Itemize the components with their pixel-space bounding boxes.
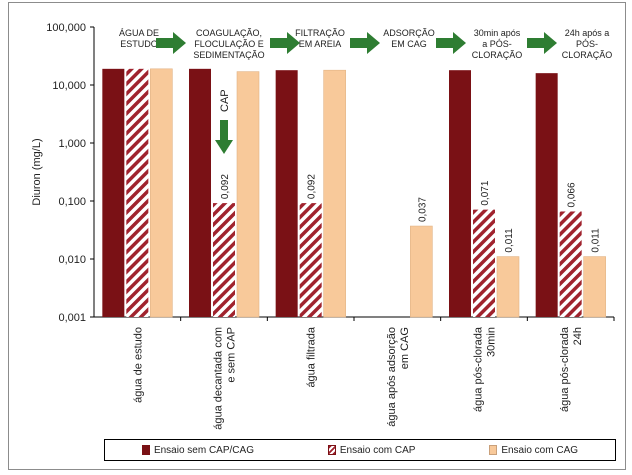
cap-annotation: CAP (215, 89, 233, 154)
data-label: 0,092 (307, 174, 318, 199)
legend-label: Ensaio com CAG (501, 444, 579, 456)
chart-frame (8, 2, 626, 470)
cap-label: CAP (219, 89, 231, 112)
legend-item: Ensaio com CAP (327, 444, 416, 456)
process-stage-line: CLORAÇÃO (472, 50, 523, 60)
legend-swatch (489, 445, 498, 455)
y-tick-label: 10,000 (52, 80, 86, 92)
x-category-line: água pós-clorada (559, 326, 571, 412)
x-category-label: água pós-clorada 24h (559, 326, 584, 412)
process-stage-line: FILTRAÇÃO (295, 28, 345, 38)
data-label: 0,092 (220, 174, 231, 199)
process-stage-line: SEDIMENTAÇÃO (193, 50, 264, 60)
labels-layer: 0,092 0,092 0,037 0,071 0,011 0,066 0,011 CAP (215, 89, 602, 253)
process-stage-line: ADSORÇÃO (383, 28, 435, 38)
process-stage-line: ESTUDO (120, 39, 158, 49)
process-stage-line: CLORAÇÃO (562, 50, 613, 60)
axes-layer: 100,000 10,000 1,000 0,100 0,010 0,001 Diuron … (31, 22, 615, 430)
stage-arrow-icon (436, 32, 466, 54)
bar (236, 71, 260, 318)
x-category-line: 30min (486, 327, 498, 357)
x-category-line: água de estudo (132, 327, 144, 403)
legend-label: Ensaio com CAP (339, 444, 416, 456)
bar (275, 70, 298, 318)
process-stage-line: ÁGUA DE (119, 28, 159, 38)
y-tick-label: 100,000 (46, 22, 86, 34)
x-category-label: água após adsorção em CAG (386, 327, 411, 427)
bar (126, 68, 149, 317)
y-axis-title: Diuron (mg/L) (31, 138, 43, 205)
bars-layer (102, 68, 606, 318)
bar (449, 70, 471, 318)
x-category-line: 24h (572, 327, 584, 345)
x-category-label: água decantada com e sem CAP (213, 327, 238, 430)
process-stage-line: EM AREIA (299, 39, 342, 49)
legend-swatch (141, 445, 150, 455)
x-category-line: água pós-clorada (473, 326, 485, 412)
x-category-label: água filtrada (306, 326, 318, 387)
bar (213, 203, 235, 317)
data-label: 0,066 (567, 182, 578, 207)
stage-arrow-icon (156, 32, 186, 54)
process-stage-line: 30min após (474, 28, 521, 38)
bar (473, 209, 495, 317)
bar (496, 256, 520, 318)
bar (323, 69, 346, 318)
process-stage-line: 24h após a (565, 28, 610, 38)
y-tick-label: 0,100 (58, 196, 86, 208)
x-category-label: água pós-clorada 30min (473, 326, 498, 412)
stage-arrow-icon (350, 32, 380, 54)
bar (150, 68, 173, 318)
bar (559, 211, 582, 317)
y-tick-label: 0,010 (58, 254, 86, 266)
data-label: 0,037 (417, 197, 428, 222)
bar (189, 68, 211, 317)
y-tick-label: 0,001 (58, 312, 86, 324)
x-category-label: água de estudo (132, 327, 144, 403)
bar (410, 225, 433, 318)
legend-swatch (327, 445, 336, 455)
legend-label: Ensaio sem CAP/CAG (153, 444, 254, 456)
x-category-line: água após adsorção (386, 327, 398, 427)
x-category-line: água decantada com (213, 327, 225, 430)
stage-arrow-icon (270, 32, 300, 54)
data-label: 0,011 (591, 228, 602, 253)
legend: Ensaio sem CAP/CAG Ensaio com CAP Ensaio c… (104, 439, 616, 461)
stage-arrow-icon (527, 32, 557, 54)
legend-item: Ensaio sem CAP/CAG (141, 444, 254, 456)
legend-item: Ensaio com CAG (489, 445, 578, 456)
y-tick-label: 1,000 (58, 138, 86, 150)
process-stage-line: EM CAG (391, 39, 427, 49)
x-category-line: em CAG (399, 327, 411, 369)
data-label: 0,011 (504, 228, 515, 253)
data-label: 0,071 (480, 180, 491, 205)
x-category-line: água filtrada (306, 326, 318, 387)
bar (583, 256, 606, 318)
process-stage-line: PÓS- (576, 39, 598, 49)
bar (102, 68, 125, 317)
cap-down-arrow-icon (215, 120, 233, 154)
bar (535, 73, 558, 317)
bar (299, 203, 322, 317)
process-stage-line: FLOCULAÇÃO E (194, 39, 264, 49)
process-stage-line: a PÓS- (482, 39, 512, 49)
x-category-line: e sem CAP (226, 327, 238, 383)
process-stage-line: COAGULAÇÃO, (196, 28, 262, 38)
